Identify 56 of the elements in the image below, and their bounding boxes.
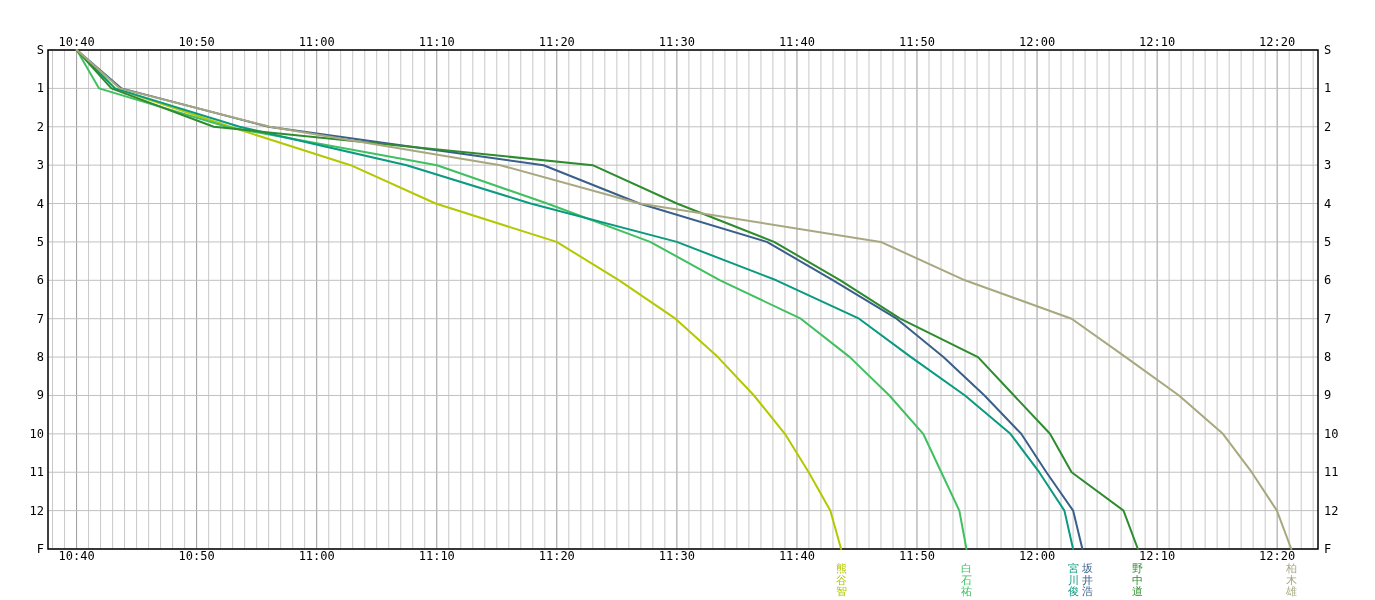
x2-tick-label: 10:50 bbox=[178, 35, 215, 49]
x2-tick-label: 11:30 bbox=[658, 35, 695, 49]
y-tick-label: 7 bbox=[36, 311, 44, 326]
y-tick-label: 5 bbox=[36, 234, 44, 249]
category-label: 8 bbox=[1324, 350, 1332, 365]
x2-tick-label: 12:10 bbox=[1139, 35, 1176, 49]
y-tick-label: F bbox=[36, 542, 44, 556]
label-野中道: 野中道 bbox=[1132, 562, 1144, 598]
x-tick-label: 12:10 bbox=[1139, 549, 1176, 563]
label-柏木雄: 柏木雄 bbox=[1285, 562, 1297, 598]
y-tick-label: 12 bbox=[29, 503, 44, 518]
y-tick-label: 4 bbox=[36, 196, 44, 211]
x-tick-label: 11:40 bbox=[778, 549, 816, 563]
category-label: 12 bbox=[1324, 503, 1339, 518]
label-熊谷智: 熊谷智 bbox=[835, 562, 847, 598]
y-tick-label: 3 bbox=[36, 158, 44, 173]
x2-tick-label: 11:50 bbox=[898, 35, 936, 49]
category-label: 2 bbox=[1324, 119, 1332, 134]
y-tick-label: 11 bbox=[29, 465, 44, 480]
x-tick-label: 11:20 bbox=[538, 549, 575, 563]
y-tick-label: 2 bbox=[36, 119, 44, 134]
category-label: 3 bbox=[1324, 158, 1332, 173]
label-宮川俊: 宮川俊 bbox=[1067, 562, 1079, 598]
y-tick-label: S bbox=[36, 43, 44, 57]
x-tick-label: 11:50 bbox=[898, 549, 936, 563]
x-tick-label: 11:30 bbox=[658, 549, 695, 563]
category-label: 10 bbox=[1324, 426, 1339, 441]
category-label: 5 bbox=[1324, 234, 1332, 249]
category-label: F bbox=[1324, 542, 1332, 556]
x-tick-label: 10:40 bbox=[58, 549, 95, 563]
x-tick-label: 12:20 bbox=[1259, 549, 1296, 563]
category-label: 7 bbox=[1324, 311, 1332, 326]
label-坂井浩: 坂井浩 bbox=[1081, 562, 1093, 598]
x-tick-label: 11:00 bbox=[298, 549, 335, 563]
y-tick-label: 1 bbox=[36, 81, 44, 96]
x2-tick-label: 12:20 bbox=[1259, 35, 1296, 49]
x-tick-label: 10:50 bbox=[178, 549, 215, 563]
category-label: 9 bbox=[1324, 388, 1332, 403]
x2-tick-label: 11:00 bbox=[298, 35, 335, 49]
x2-tick-label: 11:40 bbox=[778, 35, 816, 49]
label-白石祐: 白石祐 bbox=[960, 562, 972, 598]
category-label: S bbox=[1324, 43, 1332, 57]
x2-tick-label: 11:10 bbox=[418, 35, 455, 49]
x-tick-label: 12:00 bbox=[1019, 549, 1056, 563]
y-tick-label: 8 bbox=[36, 350, 44, 365]
y-tick-label: 9 bbox=[36, 388, 44, 403]
category-label: 1 bbox=[1324, 81, 1332, 96]
category-label: 6 bbox=[1324, 273, 1332, 288]
y-tick-label: 10 bbox=[29, 426, 44, 441]
y-tick-label: 6 bbox=[36, 273, 44, 288]
category-label: 4 bbox=[1324, 196, 1332, 211]
category-label: 11 bbox=[1324, 465, 1339, 480]
x2-tick-label: 11:20 bbox=[538, 35, 575, 49]
x-tick-label: 11:10 bbox=[418, 549, 455, 563]
x2-tick-label: 10:40 bbox=[58, 35, 95, 49]
x2-tick-label: 12:00 bbox=[1019, 35, 1056, 49]
